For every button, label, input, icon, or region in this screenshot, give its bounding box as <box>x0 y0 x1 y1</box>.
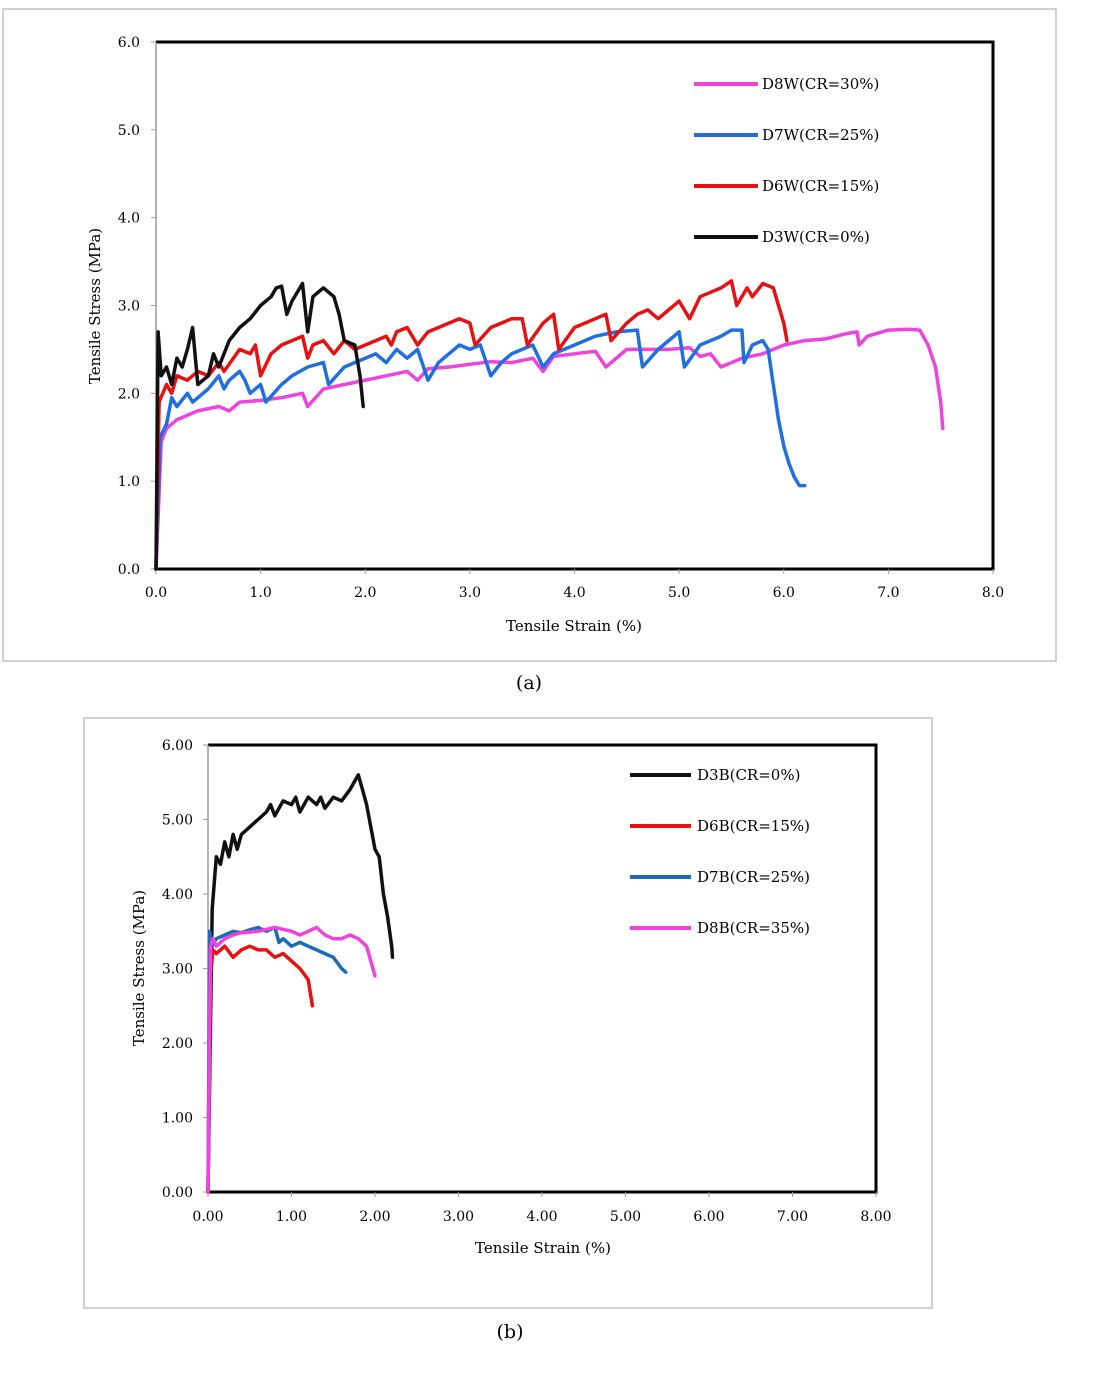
panel-a-axes: 0.0 1.0 2.0 3.0 4.0 5.0 6.0 0.0 1.0 2.0 3.0 4.0 5.0 6… <box>118 35 1004 601</box>
y-tick-label: 5.0 <box>118 123 140 139</box>
series-line-d8w <box>154 327 945 571</box>
panel-a-legend: D8W(CR=30%) D7W(CR=25%) D6W(CR=15%) D3W(CR=… <box>694 75 879 246</box>
y-tick-label: 5.00 <box>162 813 193 829</box>
legend-label: D3B(CR=0%) <box>697 766 800 784</box>
legend-label: D3W(CR=0%) <box>762 228 870 246</box>
legend-item: D3B(CR=0%) <box>630 766 800 784</box>
series-line-d7b <box>206 925 348 1194</box>
panel-a-y-axis-title: Tensile Stress (MPa) <box>86 228 104 384</box>
series-line-d8b <box>206 925 377 1194</box>
y-tick-label: 0.00 <box>162 1185 193 1201</box>
x-tick-label: 2.00 <box>359 1209 390 1225</box>
plot-frame <box>208 743 878 1194</box>
series-line-d6b <box>206 944 315 1194</box>
legend-label: D8W(CR=30%) <box>762 75 879 93</box>
panel-b-border <box>83 717 933 1309</box>
x-tick-label: 3.0 <box>459 585 481 601</box>
panel-b-x-axis-title: Tensile Strain (%) <box>475 1239 611 1257</box>
x-tick-label: 7.00 <box>777 1209 808 1225</box>
y-tick-label: 2.0 <box>118 386 140 402</box>
x-tick-label: 7.0 <box>877 585 899 601</box>
y-tick-label: 2.00 <box>162 1036 193 1052</box>
panel-a-caption: (a) <box>516 672 542 694</box>
panel-b-series <box>206 773 395 1194</box>
x-tick-label: 3.00 <box>443 1209 474 1225</box>
x-tick-label: 1.00 <box>276 1209 307 1225</box>
series-line-d7w <box>154 328 807 571</box>
chart-panel-b: 0.00 1.00 2.00 3.00 4.00 5.00 6.00 0.00 1.00 2.00… <box>83 717 933 1343</box>
legend-label: D7W(CR=25%) <box>762 126 879 144</box>
y-tick-label: 6.0 <box>118 35 140 51</box>
x-tick-label: 4.00 <box>526 1209 557 1225</box>
x-tick-label: 4.0 <box>563 585 585 601</box>
x-tick-label: 8.0 <box>982 585 1004 601</box>
legend-item: D8W(CR=30%) <box>694 75 879 93</box>
x-tick-label: 6.00 <box>693 1209 724 1225</box>
legend-item: D7W(CR=25%) <box>694 126 879 144</box>
y-tick-label: 4.0 <box>118 211 140 227</box>
panel-b-caption: (b) <box>497 1321 524 1343</box>
panel-a-border <box>2 8 1057 662</box>
panel-b-y-axis-title: Tensile Stress (MPa) <box>130 890 148 1046</box>
legend-item: D7B(CR=25%) <box>630 868 810 886</box>
plot-frame <box>156 40 995 571</box>
x-tick-label: 5.00 <box>610 1209 641 1225</box>
panel-a-x-axis-title: Tensile Strain (%) <box>506 617 642 635</box>
y-tick-label: 1.0 <box>118 474 140 490</box>
x-tick-label: 2.0 <box>354 585 376 601</box>
legend-item: D8B(CR=35%) <box>630 919 810 937</box>
panel-a-series <box>154 279 945 571</box>
x-tick-label: 8.00 <box>860 1209 891 1225</box>
y-tick-label: 1.00 <box>162 1111 193 1127</box>
y-tick-label: 3.00 <box>162 962 193 978</box>
legend-item: D6B(CR=15%) <box>630 817 810 835</box>
series-line-d6w <box>154 279 789 571</box>
chart-panel-a: 0.0 1.0 2.0 3.0 4.0 5.0 6.0 0.0 1.0 2.0 3.0 4.0 5.0 6… <box>2 8 1057 694</box>
legend-item: D6W(CR=15%) <box>694 177 879 195</box>
y-tick-label: 4.00 <box>162 887 193 903</box>
x-tick-label: 5.0 <box>668 585 690 601</box>
y-tick-label: 0.0 <box>118 562 140 578</box>
legend-label: D7B(CR=25%) <box>697 868 810 886</box>
x-tick-label: 0.00 <box>192 1209 223 1225</box>
panel-b-axes: 0.00 1.00 2.00 3.00 4.00 5.00 6.00 0.00 1.00 2.00… <box>162 738 892 1225</box>
y-tick-label: 6.00 <box>162 738 193 754</box>
legend-label: D6B(CR=15%) <box>697 817 810 835</box>
legend-label: D8B(CR=35%) <box>697 919 810 937</box>
y-tick-label: 3.0 <box>118 299 140 315</box>
x-tick-label: 0.0 <box>145 585 167 601</box>
x-tick-label: 6.0 <box>773 585 795 601</box>
x-tick-label: 1.0 <box>249 585 271 601</box>
series-line-d3b <box>206 773 395 1194</box>
panel-b-legend: D3B(CR=0%) D6B(CR=15%) D7B(CR=25%) D8B(CR=3… <box>630 766 810 937</box>
legend-item: D3W(CR=0%) <box>694 228 870 246</box>
series-line-d3w <box>154 281 365 571</box>
legend-label: D6W(CR=15%) <box>762 177 879 195</box>
